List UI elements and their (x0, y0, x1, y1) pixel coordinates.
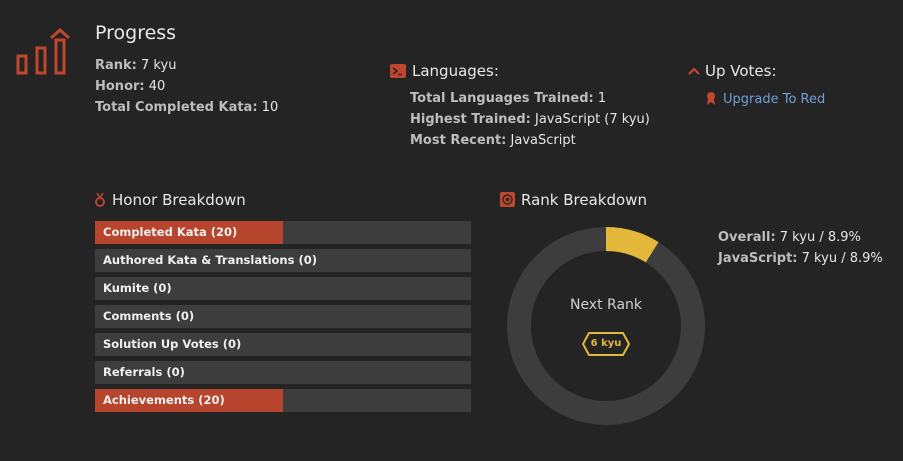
medal-icon (95, 192, 107, 211)
javascript-rank-label: JavaScript: (718, 251, 798, 266)
completed-kata-label: Total Completed Kata: (95, 100, 258, 115)
progress-stats: Rank: 7 kyu Honor: 40 Total Completed Ka… (95, 55, 278, 118)
highest-trained-label: Highest Trained: (410, 112, 531, 127)
upgrade-row: Upgrade To Red (706, 88, 825, 109)
next-rank-badge-text: 6 kyu (590, 338, 622, 349)
javascript-rank-value: 7 kyu / 8.9% (801, 251, 883, 266)
overall-value: 7 kyu / 8.9% (779, 230, 861, 245)
honor-breakdown-title: Honor Breakdown (95, 191, 246, 211)
rank-donut-chart: Next Rank 6 kyu (505, 225, 707, 427)
most-recent-label: Most Recent: (410, 133, 507, 148)
honor-bar-fill (95, 389, 283, 412)
next-rank-label: Next Rank (569, 297, 643, 313)
upvotes-title-text: Up Votes: (705, 62, 777, 80)
languages-trained-label: Total Languages Trained: (410, 91, 594, 106)
languages-stats: Total Languages Trained: 1 Highest Train… (410, 88, 650, 151)
honor-bar: Kumite (0) (95, 277, 471, 300)
highest-trained-value: JavaScript (7 kyu) (535, 112, 650, 127)
honor-bar: Referrals (0) (95, 361, 471, 384)
rank-stats: Overall: 7 kyu / 8.9% JavaScript: 7 kyu … (718, 227, 883, 269)
rank-donut-progress-arc (605, 227, 659, 263)
rank-breakdown-title-text: Rank Breakdown (521, 191, 647, 209)
honor-bar: Authored Kata & Translations (0) (95, 249, 471, 272)
rank-breakdown-title: Rank Breakdown (500, 191, 647, 209)
honor-bar-fill (95, 221, 283, 244)
honor-bar: Solution Up Votes (0) (95, 333, 471, 356)
upvotes-title: Up Votes: (688, 62, 777, 80)
honor-bar-label: Authored Kata & Translations (0) (103, 253, 317, 267)
target-icon (500, 192, 515, 207)
chevron-up-icon (688, 62, 700, 80)
next-rank-badge: 6 kyu (582, 332, 630, 356)
terminal-icon (390, 64, 406, 78)
honor-bar: Completed Kata (20) (95, 221, 471, 244)
honor-bar-label: Solution Up Votes (0) (103, 337, 242, 351)
honor-bar: Comments (0) (95, 305, 471, 328)
honor-bar: Achievements (20) (95, 389, 471, 412)
rank-donut-track (507, 227, 705, 425)
honor-bar-label: Completed Kata (20) (103, 225, 238, 239)
honor-label: Honor: (95, 79, 145, 94)
languages-title-text: Languages: (412, 62, 499, 80)
most-recent-value: JavaScript (510, 133, 576, 148)
rank-label: Rank: (95, 58, 137, 73)
completed-kata-value: 10 (261, 100, 279, 115)
honor-breakdown-title-text: Honor Breakdown (112, 191, 246, 209)
ribbon-icon (706, 90, 718, 109)
progress-title: Progress (95, 22, 177, 44)
honor-bar-label: Comments (0) (103, 309, 195, 323)
upgrade-to-red-link[interactable]: Upgrade To Red (723, 92, 826, 107)
rank-value: 7 kyu (141, 58, 177, 73)
honor-bar-label: Kumite (0) (103, 281, 172, 295)
languages-trained-value: 1 (597, 91, 607, 106)
overall-label: Overall: (718, 230, 776, 245)
languages-title: Languages: (390, 62, 499, 80)
honor-bar-label: Referrals (0) (103, 365, 185, 379)
honor-value: 40 (148, 79, 166, 94)
honor-bar-label: Achievements (20) (103, 393, 225, 407)
progress-chart-icon (15, 27, 71, 76)
